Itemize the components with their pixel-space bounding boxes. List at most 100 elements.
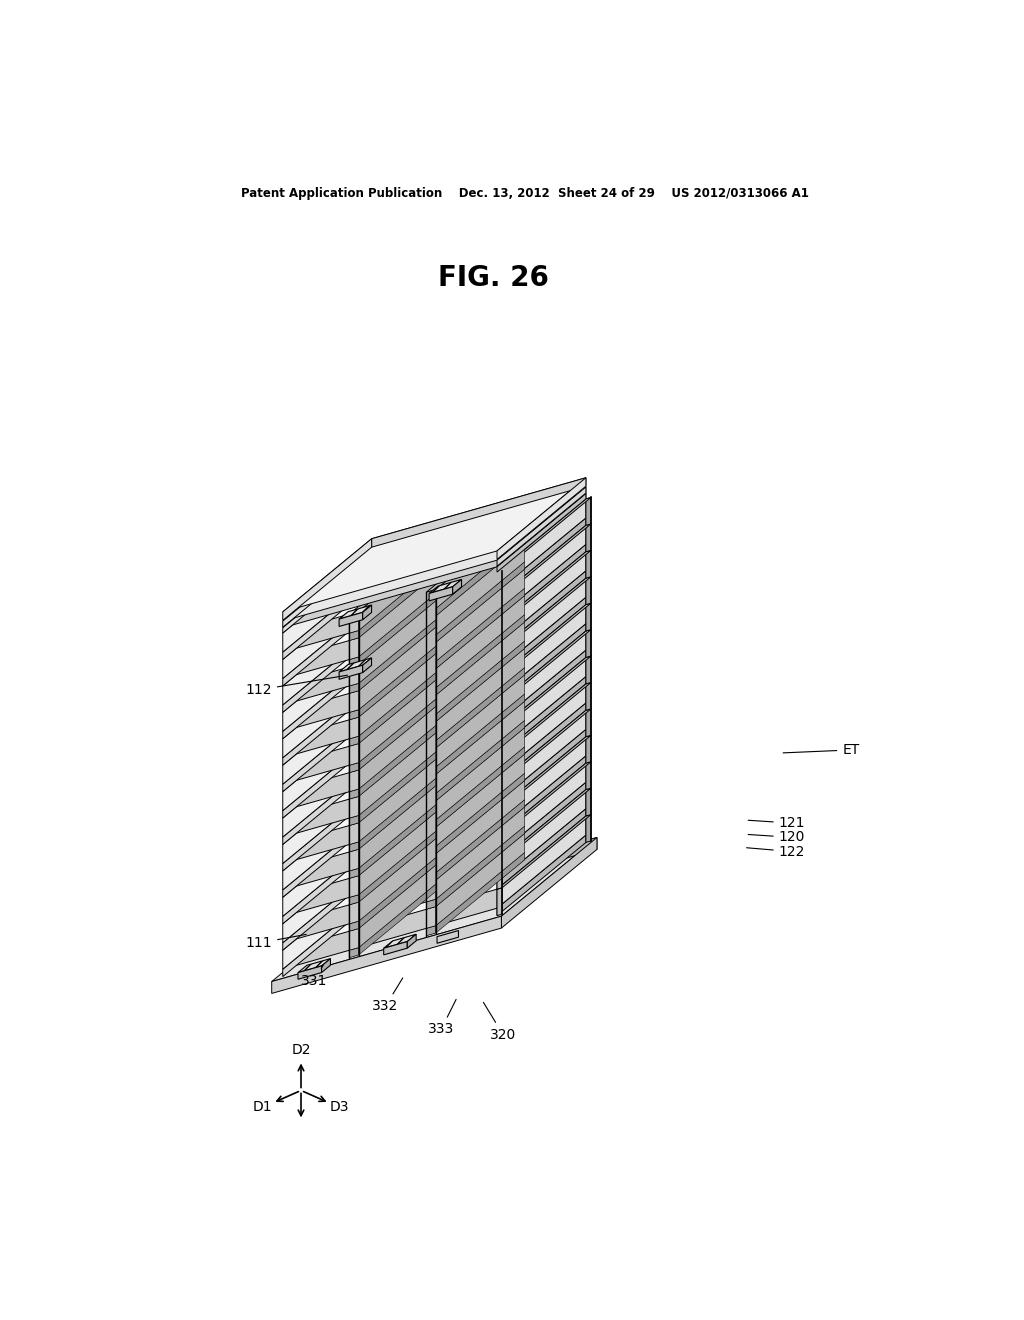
Polygon shape (426, 643, 436, 664)
Polygon shape (349, 717, 358, 739)
Polygon shape (283, 657, 586, 792)
Polygon shape (436, 562, 524, 643)
Polygon shape (436, 642, 524, 722)
Polygon shape (497, 814, 591, 890)
Polygon shape (358, 697, 447, 789)
Polygon shape (497, 676, 586, 758)
Polygon shape (497, 676, 502, 704)
Polygon shape (349, 631, 358, 640)
Polygon shape (358, 715, 447, 796)
Polygon shape (283, 494, 586, 628)
Text: Patent Application Publication    Dec. 13, 2012  Sheet 24 of 29    US 2012/03130: Patent Application Publication Dec. 13, … (241, 187, 809, 201)
Polygon shape (426, 846, 436, 857)
Text: 333: 333 (428, 999, 456, 1036)
Polygon shape (283, 684, 586, 818)
Polygon shape (358, 847, 447, 928)
Polygon shape (362, 605, 372, 620)
Polygon shape (586, 788, 591, 816)
Polygon shape (426, 925, 436, 936)
Polygon shape (372, 684, 586, 764)
Polygon shape (283, 639, 372, 731)
Polygon shape (283, 649, 586, 784)
Polygon shape (362, 657, 372, 673)
Polygon shape (358, 776, 447, 869)
Polygon shape (271, 916, 502, 994)
Polygon shape (349, 770, 358, 792)
Polygon shape (283, 560, 372, 652)
Polygon shape (436, 747, 524, 828)
Polygon shape (497, 783, 586, 863)
Polygon shape (372, 578, 586, 659)
Polygon shape (497, 788, 591, 863)
Polygon shape (497, 816, 586, 908)
Polygon shape (339, 657, 372, 672)
Polygon shape (586, 814, 591, 842)
Polygon shape (349, 849, 358, 871)
Polygon shape (497, 623, 502, 651)
Polygon shape (283, 631, 586, 766)
Polygon shape (372, 623, 586, 692)
Polygon shape (271, 837, 597, 982)
Polygon shape (497, 737, 586, 829)
Polygon shape (283, 578, 586, 713)
Polygon shape (497, 577, 591, 651)
Polygon shape (426, 696, 436, 717)
Polygon shape (426, 714, 436, 725)
Polygon shape (283, 843, 372, 924)
Polygon shape (426, 688, 436, 698)
Polygon shape (497, 623, 586, 704)
Polygon shape (586, 550, 591, 578)
Polygon shape (497, 570, 502, 598)
Polygon shape (497, 656, 591, 731)
Polygon shape (497, 605, 586, 697)
Polygon shape (497, 755, 502, 784)
Polygon shape (283, 850, 372, 942)
Polygon shape (497, 649, 502, 677)
Polygon shape (436, 853, 524, 933)
Polygon shape (283, 478, 586, 612)
Polygon shape (283, 791, 372, 871)
Polygon shape (372, 783, 586, 850)
Polygon shape (436, 675, 524, 767)
Polygon shape (497, 631, 586, 723)
Polygon shape (436, 833, 524, 925)
Polygon shape (497, 597, 502, 624)
Polygon shape (283, 744, 372, 837)
Polygon shape (497, 704, 586, 784)
Polygon shape (283, 730, 586, 863)
Polygon shape (283, 632, 372, 713)
Polygon shape (586, 762, 591, 789)
Polygon shape (372, 836, 586, 903)
Polygon shape (283, 554, 372, 634)
Polygon shape (426, 793, 436, 804)
Polygon shape (497, 597, 586, 677)
Polygon shape (358, 539, 447, 631)
Polygon shape (358, 821, 447, 902)
Polygon shape (426, 775, 436, 796)
Polygon shape (349, 948, 358, 958)
Polygon shape (358, 768, 447, 849)
Polygon shape (358, 874, 447, 954)
Polygon shape (426, 635, 436, 645)
Polygon shape (497, 570, 586, 651)
Polygon shape (586, 630, 591, 657)
Polygon shape (372, 544, 586, 612)
Polygon shape (358, 723, 447, 816)
Polygon shape (283, 517, 586, 652)
Polygon shape (283, 836, 586, 969)
Polygon shape (349, 690, 358, 713)
Polygon shape (426, 873, 436, 883)
Polygon shape (497, 702, 502, 731)
Text: 320: 320 (483, 1002, 516, 1041)
Polygon shape (298, 966, 322, 979)
Polygon shape (349, 657, 358, 667)
Polygon shape (283, 548, 372, 627)
Polygon shape (349, 638, 358, 660)
Polygon shape (436, 536, 524, 616)
Polygon shape (283, 876, 372, 969)
Polygon shape (586, 656, 591, 684)
Polygon shape (426, 609, 436, 619)
Polygon shape (283, 570, 586, 705)
Polygon shape (497, 544, 586, 624)
Polygon shape (436, 701, 524, 793)
